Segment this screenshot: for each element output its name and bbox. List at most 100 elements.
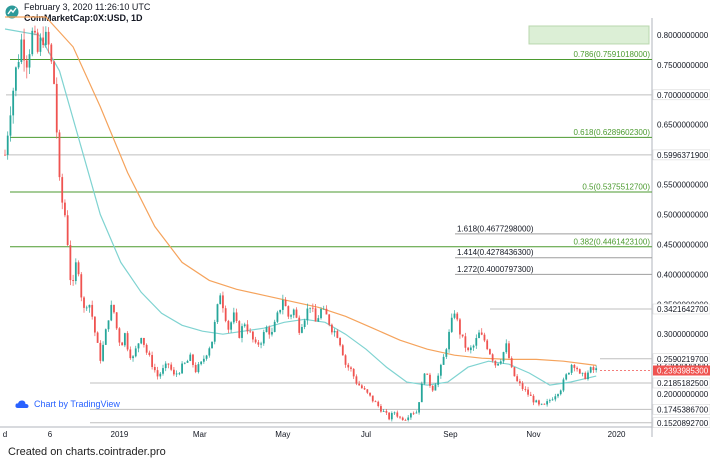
candle-body: [295, 309, 298, 318]
candle-body: [578, 369, 581, 374]
candle-body: [222, 295, 224, 309]
candle-body: [186, 360, 189, 363]
candle-body: [137, 343, 140, 349]
fib-label-3: 0.382(0.4461423100): [573, 237, 650, 246]
candle-body: [445, 349, 448, 357]
price-tick-label: 0.3000000000: [657, 330, 709, 339]
extension-label-1: 1.414(0.4278436300): [457, 248, 534, 257]
candle-body: [434, 384, 437, 391]
candle-body: [554, 396, 557, 400]
candle-body: [328, 314, 331, 325]
candle-body: [232, 312, 235, 323]
candle-body: [230, 322, 233, 330]
level-tag-label: 0.2185182500: [657, 379, 709, 388]
candle-body: [64, 202, 66, 216]
tradingview-badge[interactable]: Chart by TradingView: [15, 399, 120, 409]
fib-label-2: 0.5(0.5375512700): [582, 183, 650, 192]
candle-body: [595, 368, 598, 371]
candle-body: [311, 307, 314, 309]
time-tick-label: Nov: [526, 430, 540, 439]
candle-body: [145, 344, 148, 353]
candle-body: [314, 308, 317, 322]
candle-body: [363, 388, 366, 390]
candle-body: [12, 90, 15, 116]
candle-body: [592, 367, 595, 371]
candle-body: [183, 362, 186, 364]
candle-body: [34, 30, 36, 33]
candle-body: [39, 37, 42, 52]
time-tick-label: Sep: [443, 430, 458, 439]
time-tick-label: 2020: [608, 430, 626, 439]
candle-body: [219, 295, 222, 305]
candle-body: [540, 403, 543, 405]
candle-body: [570, 364, 573, 373]
candle-body: [439, 364, 442, 376]
candle-body: [170, 364, 173, 370]
candle-body: [93, 316, 96, 333]
candle-body: [77, 262, 80, 275]
candle-body: [14, 67, 17, 91]
candle-body: [494, 360, 497, 366]
candle-body: [115, 312, 118, 329]
fib-label-0: 0.786(0.7591018000): [573, 50, 650, 59]
candle-body: [265, 327, 268, 333]
candle-body: [55, 83, 58, 133]
candle-body: [164, 363, 167, 369]
extension-label-0: 1.618(0.4677298000): [457, 224, 534, 233]
candle-body: [241, 326, 243, 338]
candle-body: [584, 372, 587, 380]
candle-body: [69, 245, 72, 281]
time-tick-label: d: [3, 430, 7, 439]
candle-body: [284, 299, 287, 307]
candle-body: [456, 313, 459, 320]
candle-body: [355, 376, 358, 384]
level-tag-label: 0.5996371900: [657, 151, 709, 160]
candle-body: [467, 347, 470, 351]
candle-body: [412, 413, 415, 415]
candle-body: [61, 177, 64, 203]
candle-body: [194, 364, 197, 373]
candle-body: [238, 321, 241, 338]
extension-label-2: 1.272(0.4000797300): [457, 265, 534, 274]
candle-body: [407, 417, 410, 420]
candle-body: [450, 317, 453, 332]
candle-body: [489, 349, 491, 355]
candle-body: [374, 401, 377, 403]
target-zone-box: [528, 25, 650, 45]
candle-body: [459, 319, 461, 335]
candle-body: [181, 363, 183, 374]
candle-body: [110, 304, 113, 321]
candle-body: [339, 337, 341, 346]
level-tag: [652, 353, 710, 365]
candle-body: [396, 412, 399, 417]
candle-body: [205, 355, 208, 359]
time-tick-label: 2019: [111, 430, 129, 439]
candle-body: [227, 320, 230, 330]
candle-body: [276, 312, 279, 322]
candle-body: [216, 304, 219, 322]
candle-body: [352, 368, 355, 377]
candle-body: [301, 327, 303, 333]
time-tick-label: Jul: [361, 430, 371, 439]
candle-body: [510, 358, 513, 368]
candle-body: [347, 364, 350, 368]
candle-body: [262, 332, 265, 344]
candle-body: [156, 370, 159, 377]
candle-body: [320, 308, 322, 319]
candle-body: [557, 394, 559, 397]
candle-body: [211, 341, 213, 349]
candle-body: [74, 262, 77, 282]
candle-body: [25, 60, 28, 68]
candle-body: [36, 32, 39, 52]
candle-body: [9, 115, 12, 136]
level-tag-label: 0.7000000000: [657, 91, 709, 100]
candle-body: [336, 330, 339, 338]
candle-body: [377, 401, 380, 407]
candle-body: [461, 334, 464, 337]
candle-body: [53, 61, 55, 84]
price-tick-label: 0.4500000000: [657, 240, 709, 249]
chart-date: February 3, 2020 11:26:10 UTC: [24, 2, 151, 12]
candle-body: [415, 412, 418, 414]
moving-average-long: [5, 16, 597, 366]
